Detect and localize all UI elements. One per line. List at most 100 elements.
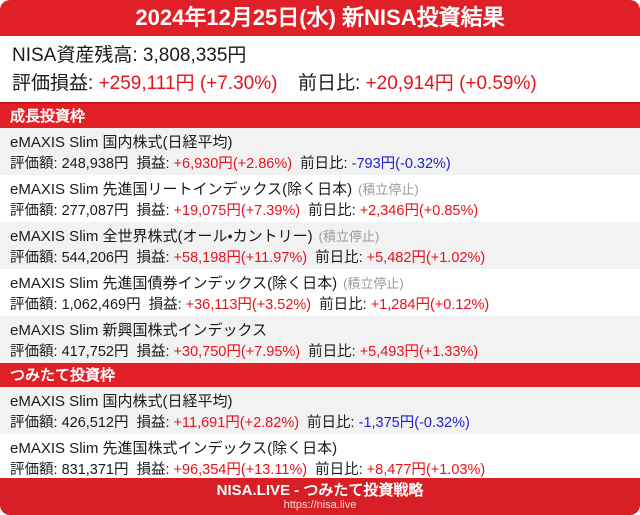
daily-change-percent: (+0.12%) [429,296,490,313]
footer-url[interactable]: https://nisa.live [283,498,357,511]
profit-label: 損益: [136,414,170,431]
fund-name: eMAXIS Slim 先進国債券インデックス(除く日本) [10,275,338,293]
profit-percent: (+13.11%) [240,461,308,478]
daily-change-percent: (+1.33%) [418,343,479,360]
daily-change-amount: +1,284円 [370,296,430,313]
fund-name: eMAXIS Slim 国内株式(日経平均) [10,393,233,411]
profit-amount: +96,354円 [173,461,241,478]
profit-amount: +36,113円 [185,296,252,313]
page-title: 2024年12月25日(水) 新NISA投資結果 [135,5,505,30]
profit-amount: +58,198円 [173,249,241,266]
profit-label: 損益: [136,461,170,478]
valuation-label: 評価額: [10,296,58,313]
fund-name: eMAXIS Slim 全世界株式(オール・カントリー) [10,228,313,246]
daily-change-percent: (+1.02%) [425,249,486,266]
profit-label: 損益: [136,249,170,266]
balance-label: NISA資産残高: [12,45,138,66]
fund-name-line: eMAXIS Slim 全世界株式(オール・カントリー) (積立停止) [10,227,630,248]
section-header-band: つみたて投資枠 [0,363,640,388]
profit-label: 損益: [148,296,182,313]
valuation-value: 277,087円 [61,202,129,219]
profit-percent: (+2.86%) [232,155,293,172]
fund-name-line: eMAXIS Slim 先進国リートインデックス(除く日本) (積立停止) [10,180,630,201]
daily-change-amount: -1,375円 [358,414,415,431]
daily-change-percent: (+0.85%) [418,202,479,219]
footer-brand: NISA.LIVE - つみたて投資戦略 [216,481,424,499]
profit-label: 評価損益: [12,73,94,95]
summary-profit-line: 評価損益: +259,111円 (+7.30%) 前日比: +20,914円 (… [12,70,628,98]
fund-name: eMAXIS Slim 新興国株式インデックス [10,322,268,340]
daily-change-amount: -793円 [351,155,396,172]
profit-amount: +30,750円 [173,343,241,360]
fund-name-line: eMAXIS Slim 先進国株式インデックス(除く日本) [10,439,630,460]
valuation-label: 評価額: [10,343,58,360]
daily-change-percent: (+0.59%) [459,73,537,95]
header-band: 2024年12月25日(水) 新NISA投資結果 [0,0,640,36]
fund-row[interactable]: eMAXIS Slim 先進国リートインデックス(除く日本) (積立停止) 評価額:… [0,175,640,223]
summary-panel: NISA資産残高: 3,808,335円 評価損益: +259,111円 (+7… [0,36,640,105]
profit-percent: (+7.39%) [240,202,301,219]
daily-change-label: 前日比: [298,73,361,95]
status-badge-suspended: (積立停止) [358,182,419,198]
daily-change-label: 前日比: [319,296,367,313]
valuation-label: 評価額: [10,249,58,266]
valuation-label: 評価額: [10,461,58,478]
fund-stats-line: 評価額: 1,062,469円 損益: +36,113円(+3.52%) 前日比: … [10,295,630,315]
daily-change-amount: +8,477円 [366,461,426,478]
fund-name-line: eMAXIS Slim 国内株式(日経平均) [10,392,630,413]
fund-row[interactable]: eMAXIS Slim 国内株式(日経平均) 評価額: 248,938円 損益: +… [0,128,640,176]
profit-percent: (+2.82%) [239,414,300,431]
fund-row[interactable]: eMAXIS Slim 全世界株式(オール・カントリー) (積立停止) 評価額: 5… [0,222,640,270]
fund-row[interactable]: eMAXIS Slim 先進国株式インデックス(除く日本) 評価額: 831,37… [0,434,640,482]
section-header-band: 成長投資枠 [0,104,640,129]
fund-stats-line: 評価額: 544,206円 損益: +58,198円(+11.97%) 前日比: +… [10,248,630,268]
profit-percent: (+3.52%) [251,296,312,313]
daily-change-percent: (-0.32%) [395,155,451,172]
fund-name: eMAXIS Slim 先進国リートインデックス(除く日本) [10,181,353,199]
profit-amount: +6,930円 [173,155,233,172]
fund-stats-line: 評価額: 426,512円 損益: +11,691円(+2.82%) 前日比: -1… [10,413,630,433]
daily-change-amount: +20,914円 [365,73,454,95]
section-title: つみたて投資枠 [10,366,116,384]
fund-row[interactable]: eMAXIS Slim 先進国債券インデックス(除く日本) (積立停止) 評価額: … [0,269,640,317]
daily-change-amount: +5,482円 [366,249,426,266]
fund-row[interactable]: eMAXIS Slim 国内株式(日経平均) 評価額: 426,512円 損益: +… [0,387,640,435]
fund-name: eMAXIS Slim 国内株式(日経平均) [10,134,233,152]
daily-change-label: 前日比: [308,202,356,219]
status-badge-suspended: (積立停止) [318,229,380,245]
profit-percent: (+7.30%) [199,73,278,95]
sections-host: 成長投資枠 eMAXIS Slim 国内株式(日経平均) 評価額: 248,938円… [0,104,640,482]
fund-name: eMAXIS Slim 先進国株式インデックス(除く日本) [10,440,338,458]
fund-row[interactable]: eMAXIS Slim 新興国株式インデックス 評価額: 417,752円 損益: … [0,316,640,364]
valuation-value: 831,371円 [61,461,129,478]
fund-name-line: eMAXIS Slim 新興国株式インデックス [10,321,630,342]
profit-amount: +19,075円 [173,202,241,219]
fund-stats-line: 評価額: 417,752円 損益: +30,750円(+7.95%) 前日比: +5… [10,342,630,362]
profit-amount: +11,691円 [173,414,240,431]
summary-balance-line: NISA資産残高: 3,808,335円 [12,42,628,70]
profit-label: 損益: [136,155,170,172]
daily-change-percent: (-0.32%) [414,414,470,431]
fund-stats-line: 評価額: 831,371円 損益: +96,354円(+13.11%) 前日比: +… [10,460,630,480]
daily-change-amount: +5,493円 [359,343,419,360]
valuation-value: 1,062,469円 [61,296,141,313]
valuation-label: 評価額: [10,155,58,172]
balance-value: 3,808,335円 [142,45,247,66]
profit-label: 損益: [136,343,170,360]
profit-percent: (+11.97%) [240,249,308,266]
valuation-label: 評価額: [10,414,58,431]
valuation-label: 評価額: [10,202,58,219]
profit-amount: +259,111円 [98,73,195,95]
daily-change-label: 前日比: [315,461,363,478]
status-badge-suspended: (積立停止) [343,276,404,292]
daily-change-amount: +2,346円 [359,202,419,219]
valuation-value: 426,512円 [61,414,129,431]
footer-band: NISA.LIVE - つみたて投資戦略 https://nisa.live [0,478,640,515]
valuation-value: 544,206円 [61,249,129,266]
profit-percent: (+7.95%) [240,343,301,360]
daily-change-percent: (+1.03%) [425,461,486,478]
daily-change-label: 前日比: [308,343,356,360]
section-title: 成長投資枠 [10,107,86,125]
fund-stats-line: 評価額: 277,087円 損益: +19,075円(+7.39%) 前日比: +2… [10,201,630,221]
